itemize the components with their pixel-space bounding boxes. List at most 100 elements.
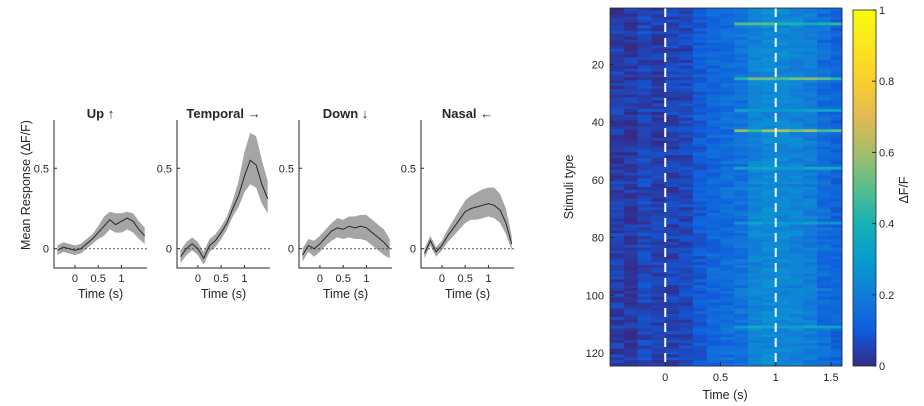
- heatmap-cell: [830, 210, 843, 214]
- heatmap-cell: [651, 129, 666, 133]
- heatmap-cell: [830, 184, 843, 188]
- heatmap-cell: [830, 68, 843, 72]
- heatmap-cell: [720, 227, 735, 231]
- heatmap-cell: [817, 357, 832, 361]
- heatmap-cell: [665, 88, 680, 93]
- heatmap-cell: [734, 109, 749, 113]
- heatmap-cell: [706, 155, 721, 159]
- heatmap-cell: [817, 126, 832, 130]
- heatmap-cell: [665, 250, 680, 254]
- heatmap-cell: [665, 149, 680, 153]
- heatmap-cell: [679, 276, 694, 280]
- heatmap-cell: [637, 146, 652, 150]
- heatmap-cell: [623, 187, 639, 191]
- heatmap-cell: [775, 169, 790, 173]
- heatmap-cell: [817, 114, 832, 119]
- heatmap-cell: [665, 111, 680, 116]
- heatmap-cell: [789, 106, 804, 110]
- heatmap-cell: [623, 172, 639, 176]
- heatmap-cell: [665, 227, 680, 231]
- heatmap-cell: [637, 132, 652, 136]
- axes: [176, 120, 270, 269]
- heatmap-cell: [692, 299, 708, 303]
- heatmap-cell: [665, 351, 680, 355]
- heatmap-cell: [789, 215, 804, 220]
- heatmap-cell: [803, 201, 818, 205]
- heatmap-cell: [803, 175, 818, 179]
- heatmap-cell: [610, 103, 625, 107]
- heatmap-cell: [610, 178, 625, 182]
- heatmap-cell: [817, 77, 832, 81]
- heatmap-cell: [775, 215, 790, 220]
- heatmap-cell: [775, 111, 790, 116]
- heatmap-cell: [623, 273, 639, 277]
- heatmap-cell: [789, 80, 804, 84]
- heatmap-cell: [803, 230, 818, 234]
- heatmap-cell: [637, 109, 652, 113]
- heatmap-cell: [789, 348, 804, 352]
- heatmap-cell: [830, 54, 843, 58]
- heatmap-cell: [665, 253, 680, 257]
- heatmap-cell: [610, 305, 625, 309]
- heatmap-cell: [692, 238, 708, 243]
- heatmap-cell: [665, 241, 680, 246]
- heatmap-cell: [665, 83, 680, 87]
- x-axis-label: Time (s): [445, 287, 490, 301]
- heatmap-cell: [775, 192, 790, 197]
- heatmap-cell: [665, 184, 680, 188]
- heatmap-cell: [623, 149, 639, 153]
- heatmap-cell: [775, 77, 790, 81]
- heatmap-cell: [830, 357, 843, 361]
- heatmap-cell: [665, 345, 680, 350]
- heatmap-cell: [775, 253, 790, 257]
- heatmap-cell: [748, 83, 763, 87]
- heatmap-cell: [748, 94, 763, 98]
- heatmap-cell: [651, 253, 666, 257]
- heatmap-cell: [720, 290, 735, 295]
- heatmap-cell: [803, 360, 818, 364]
- heatmap-cell: [748, 123, 763, 127]
- heatmap-cell: [761, 233, 777, 237]
- heatmap-cell: [665, 45, 680, 49]
- heatmap-cell: [734, 28, 749, 32]
- heatmap-cell: [637, 296, 652, 300]
- heatmap-cell: [720, 299, 735, 303]
- heatmap-cell: [679, 120, 694, 124]
- heatmap-cell: [651, 163, 666, 168]
- heatmap-cell: [817, 218, 832, 223]
- heatmap-cell: [830, 316, 843, 321]
- colorbar-tick-label: 0.8: [879, 76, 894, 88]
- heatmap-cell: [775, 348, 790, 352]
- heatmap-cell: [803, 103, 818, 107]
- heatmap-cell: [817, 123, 832, 127]
- heatmap-cell: [720, 308, 735, 312]
- heatmap-cell: [789, 267, 804, 272]
- heatmap-cell: [775, 83, 790, 87]
- heatmap-cell: [692, 296, 708, 300]
- heatmap-cell: [720, 149, 735, 153]
- heatmap-cell: [637, 175, 652, 179]
- heatmap-cell: [761, 273, 777, 277]
- heatmap-cell: [692, 221, 708, 225]
- heatmap-cell: [720, 325, 735, 329]
- heatmap-cell: [761, 189, 777, 194]
- heatmap-cell: [817, 230, 832, 234]
- heatmap-cell: [775, 117, 790, 121]
- heatmap-cell: [761, 97, 777, 101]
- heatmap-cell: [830, 143, 843, 147]
- heatmap-cell: [623, 238, 639, 243]
- heatmap-cell: [830, 13, 843, 18]
- heatmap-cell: [637, 28, 652, 32]
- heatmap-cell: [651, 212, 666, 217]
- heatmap-cell: [706, 161, 721, 165]
- heatmap-cell: [610, 331, 625, 335]
- heatmap-cell: [637, 259, 652, 263]
- heatmap-cell: [720, 175, 735, 179]
- heatmap-cell: [720, 331, 735, 335]
- heatmap-cell: [817, 8, 832, 12]
- heatmap-cell: [679, 215, 694, 220]
- heatmap-cell: [803, 279, 818, 283]
- heatmap-cell: [817, 345, 832, 350]
- heatmap-cell: [623, 97, 639, 101]
- heatmap-cell: [803, 348, 818, 352]
